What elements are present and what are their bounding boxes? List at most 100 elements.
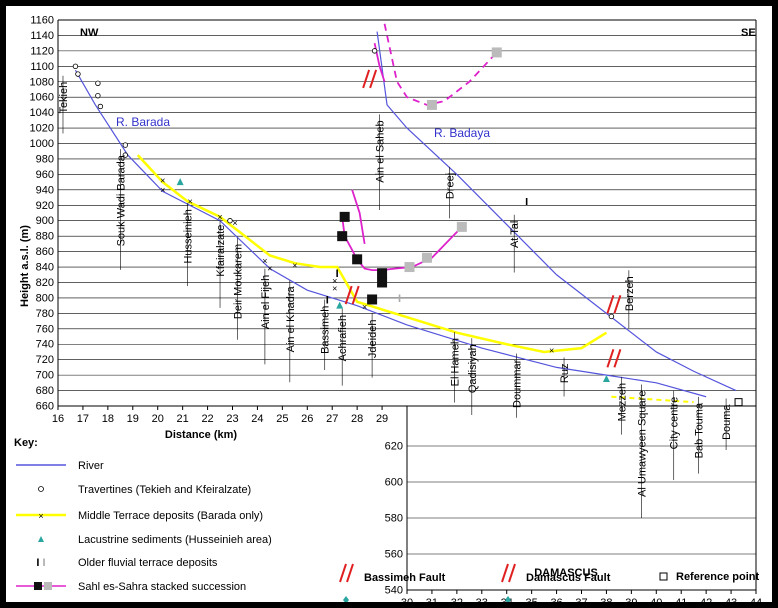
place-label: Achrafieh [337,315,349,361]
place-label: El Hameh [449,338,461,386]
chart-panel: × × × × × × × × × × × × I I I I Tekieh Souk Wadi Barada H… [6,6,772,602]
sahl-point-black [337,231,348,242]
corner-label-se: SE [741,27,756,39]
middle-terrace-point: × [362,302,367,312]
place-label: Ain el Fijeh [260,275,272,329]
lower-y-tick-label: 560 [385,549,403,561]
older-terrace-point: I [525,196,528,208]
middle-terrace-point: × [262,256,267,266]
legend-reference-point-marker [659,572,668,581]
legend-sahl-black-marker [34,582,42,590]
sahl-point-grey [426,99,437,110]
travertine-point [75,71,81,77]
lower-y-tick-label: 580 [385,513,403,525]
series-line [383,23,498,106]
x-tick-label: 35 [526,597,538,602]
travertine-point [72,63,79,70]
sahl-point-grey [421,252,432,263]
travertine-point [95,92,101,99]
sahl-point-black [339,211,350,222]
y-axis-title: Height a.s.l. (m) [19,225,31,307]
y-tick-label: 820 [36,277,54,289]
middle-terrace-point: × [160,185,165,195]
y-tick-label: 1000 [30,138,54,150]
axis-layer: 660 680 700 720 740 760 780 800 820 840 860 880 900 9… [30,15,763,603]
x-tick-label: 44 [750,597,762,602]
middle-terrace-point: × [232,218,237,228]
x-axis-title: Distance (km) [165,429,237,441]
x-tick-label: 20 [152,413,164,425]
legend-sahl-grey-marker [44,582,52,590]
x-tick-label: 31 [426,597,438,602]
y-tick-label: 900 [36,215,54,227]
travertine-point [95,80,101,87]
place-label: Husseinieh [183,209,195,263]
legend-reference-point-label: Reference point [676,571,759,583]
x-tick-label: 19 [127,413,139,425]
x-tick-label: 24 [251,413,263,425]
x-tick-label: 43 [725,597,737,602]
y-tick-label: 920 [36,200,54,212]
legend-middle-terrace-label: Middle Terrace deposits (Barada only) [78,510,263,522]
fault-stroke [613,295,622,314]
x-tick-label: 29 [376,413,388,425]
travertine-point [97,103,104,110]
x-tick-label: 28 [351,413,363,425]
y-tick-label: 800 [36,292,54,304]
series-line [376,31,737,392]
fault-stroke [369,69,378,89]
place-label: Qadisiyah [467,344,479,393]
x-tick-label: 36 [550,597,562,602]
y-tick-label: 1160 [30,15,54,27]
sahl-point-grey [491,47,502,58]
place-label: Douma [721,404,733,440]
y-tick-label: 1040 [30,107,54,119]
x-tick-label: 33 [476,597,488,602]
x-tick-label: 30 [401,597,413,602]
sahl-point-grey [404,262,415,273]
middle-terrace-point: × [332,276,337,286]
place-label: Ain el Khadra [285,285,297,352]
y-tick-label: 1120 [30,45,54,57]
legend-damascus-fault-icon [501,563,516,602]
fault-stroke [613,349,622,368]
y-tick-label: 780 [36,308,54,320]
older-terrace-point: I [398,293,401,305]
lower-y-tick-label: 620 [385,441,403,453]
place-label: At Tal [509,221,521,248]
legend-bassimeh-fault-icon [339,563,354,602]
x-tick-label: 32 [451,597,463,602]
middle-terrace-point: × [217,212,222,222]
place-label: Ain el Saheb [375,120,387,182]
x-tick-label: 18 [102,413,114,425]
x-tick-label: 17 [77,413,89,425]
legend-bassimeh-fault-label: Bassimeh Fault [364,572,446,584]
y-tick-label: 1080 [30,76,54,88]
label-layer: Tekieh Souk Wadi Barada Husseinieh Kfairalz… [58,75,733,518]
damascus-fault-symbol [606,295,622,314]
travertine-point [122,142,129,148]
legend-travertine-label: Travertines (Tekieh and Kfeiralzate) [78,484,251,496]
travertine-point [227,218,233,224]
middle-terrace-point: × [267,264,272,274]
legend-middle-terrace-marker: × [38,511,43,521]
legend-older-terrace-label: Older fluvial terrace deposits [78,557,218,569]
place-label: Doummar [512,359,524,408]
lacustrine-point [176,178,184,186]
reference-point [734,398,743,407]
place-label: Al Umawyeen Square [636,391,648,497]
x-tick-label: 42 [700,597,712,602]
y-tick-label: 740 [36,339,54,351]
grid [58,19,756,591]
lower-y-tick-label: 540 [385,585,403,597]
legend-lacustrine-label: Lacustrine sediments (Husseinieh area) [78,534,272,546]
place-label: City centre [669,397,681,450]
middle-terrace-point: × [160,176,165,186]
y-tick-label: 860 [36,246,54,258]
lower-y-tick-label: 600 [385,477,403,489]
sahl-point-black [352,254,363,265]
place-label: Tekieh [58,82,70,114]
legend-travertine-marker [38,486,44,492]
